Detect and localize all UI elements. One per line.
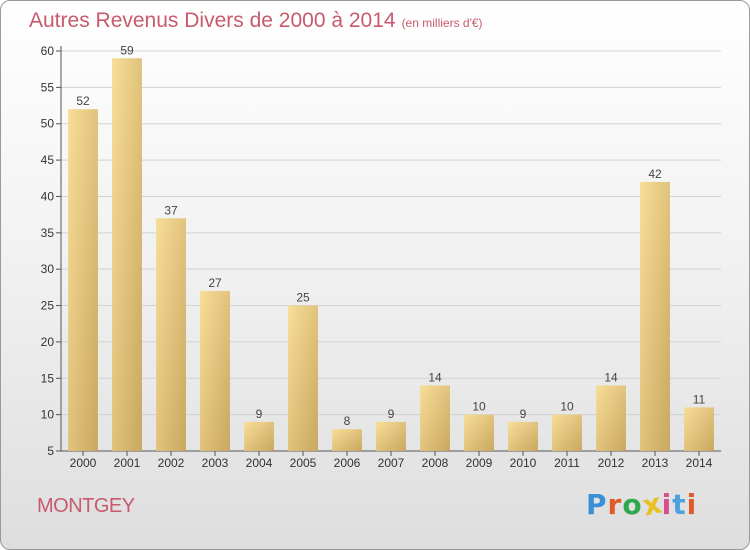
bar xyxy=(288,305,318,451)
x-tick-label: 2010 xyxy=(510,456,537,470)
data-label: 59 xyxy=(120,43,134,57)
x-tick-label: 2003 xyxy=(202,456,229,470)
data-label: 37 xyxy=(164,203,178,217)
y-tick-label: 10 xyxy=(41,408,55,422)
bar xyxy=(552,414,582,451)
x-tick-label: 2012 xyxy=(598,456,625,470)
data-label: 10 xyxy=(560,400,574,414)
x-tick-label: 2007 xyxy=(378,456,405,470)
x-tick-label: 2001 xyxy=(114,456,141,470)
bar xyxy=(684,407,714,451)
title-text: Autres Revenus Divers de 2000 à 2014 xyxy=(29,9,396,32)
bar xyxy=(376,421,406,451)
data-label: 42 xyxy=(648,167,662,181)
y-tick-label: 40 xyxy=(41,189,55,203)
data-label: 11 xyxy=(693,392,706,406)
x-tick-label: 2002 xyxy=(158,456,185,470)
proxiti-logo[interactable]: Proxiti xyxy=(586,486,698,522)
bar xyxy=(332,429,362,451)
logo-letter: i xyxy=(661,488,673,521)
y-tick-label: 55 xyxy=(41,80,55,94)
x-tick-label: 2014 xyxy=(686,456,713,470)
x-tick-label: 2011 xyxy=(554,456,580,470)
commune-name: MONTGEY xyxy=(37,495,135,517)
y-tick-label: 25 xyxy=(41,299,55,313)
y-tick-label: 15 xyxy=(41,371,55,385)
bar xyxy=(420,385,450,451)
y-tick-label: 35 xyxy=(41,226,55,240)
x-tick-label: 2000 xyxy=(70,456,97,470)
data-label: 8 xyxy=(344,414,351,428)
data-label: 52 xyxy=(76,94,90,108)
bar xyxy=(596,385,626,451)
x-tick-label: 2013 xyxy=(642,456,669,470)
bar xyxy=(68,109,98,451)
x-tick-label: 2006 xyxy=(334,456,361,470)
bar xyxy=(112,58,142,451)
bar xyxy=(156,218,186,451)
data-label: 27 xyxy=(208,276,222,290)
bar xyxy=(200,291,230,451)
data-label: 9 xyxy=(256,407,263,421)
bars xyxy=(68,58,714,451)
data-label: 14 xyxy=(604,371,618,385)
bar xyxy=(464,414,494,451)
logo-letter: r xyxy=(607,488,623,521)
chart-title: Autres Revenus Divers de 2000 à 2014 (en … xyxy=(29,9,483,33)
y-tick-label: 50 xyxy=(41,117,55,131)
data-label: 25 xyxy=(296,291,310,305)
data-label: 9 xyxy=(388,407,395,421)
logo-letter: t xyxy=(672,488,687,521)
bar xyxy=(640,181,670,451)
y-tick-label: 30 xyxy=(41,262,55,276)
x-tick-label: 2008 xyxy=(422,456,449,470)
subtitle-text: (en milliers d'€) xyxy=(401,16,483,30)
logo-letter: o xyxy=(622,488,643,521)
logo-letter: P xyxy=(586,488,608,521)
y-tick-label: 20 xyxy=(41,335,55,349)
data-label: 14 xyxy=(428,371,442,385)
y-tick-label: 60 xyxy=(41,44,55,58)
value-labels: 52 59 37 27 9 25 8 9 14 10 9 10 14 42 11 xyxy=(76,43,705,428)
logo-letter: i xyxy=(686,488,698,521)
y-tick-label: 45 xyxy=(41,153,55,167)
data-label: 10 xyxy=(472,400,486,414)
data-label: 9 xyxy=(520,407,527,421)
y-tick-label: 5 xyxy=(47,444,54,458)
x-tick-label: 2005 xyxy=(290,456,317,470)
bar xyxy=(508,421,538,451)
x-tick-label: 2004 xyxy=(246,456,273,470)
x-tick-label: 2009 xyxy=(466,456,493,470)
bar xyxy=(244,421,274,451)
